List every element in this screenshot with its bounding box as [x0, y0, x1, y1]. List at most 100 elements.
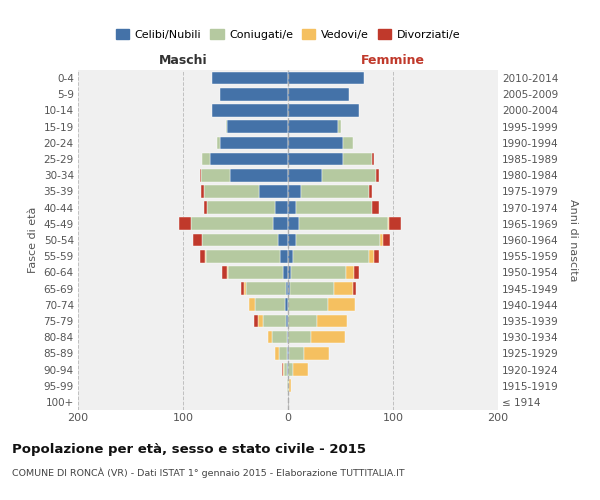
Bar — [376, 169, 379, 181]
Bar — [288, 298, 328, 311]
Bar — [288, 185, 301, 198]
Bar — [301, 185, 369, 198]
Bar — [179, 218, 191, 230]
Bar — [212, 72, 288, 85]
Bar — [230, 169, 288, 181]
Bar — [285, 298, 288, 311]
Bar — [263, 314, 286, 328]
Bar — [268, 331, 272, 344]
Bar — [288, 218, 299, 230]
Bar — [380, 234, 383, 246]
Bar — [228, 266, 283, 278]
Bar — [346, 266, 354, 278]
Bar — [207, 202, 275, 214]
Bar — [282, 363, 283, 376]
Bar — [369, 185, 372, 198]
Bar — [288, 104, 359, 117]
Bar — [343, 136, 353, 149]
Bar — [284, 363, 287, 376]
Bar — [288, 152, 343, 166]
Text: Popolazione per età, sesso e stato civile - 2015: Popolazione per età, sesso e stato civil… — [12, 442, 366, 456]
Bar — [311, 331, 345, 344]
Bar — [287, 380, 288, 392]
Bar — [206, 250, 280, 262]
Bar — [286, 314, 288, 328]
Bar — [201, 185, 204, 198]
Bar — [374, 250, 379, 262]
Bar — [217, 136, 220, 149]
Bar — [244, 282, 246, 295]
Bar — [202, 234, 277, 246]
Bar — [283, 363, 284, 376]
Bar — [210, 152, 288, 166]
Bar — [286, 282, 288, 295]
Bar — [257, 314, 263, 328]
Bar — [249, 298, 256, 311]
Bar — [191, 218, 274, 230]
Bar — [304, 347, 329, 360]
Text: COMUNE DI RONCÀ (VR) - Dati ISTAT 1° gennaio 2015 - Elaborazione TUTTITALIA.IT: COMUNE DI RONCÀ (VR) - Dati ISTAT 1° gen… — [12, 468, 404, 478]
Bar — [287, 331, 288, 344]
Bar — [293, 363, 308, 376]
Bar — [388, 218, 389, 230]
Bar — [372, 152, 374, 166]
Bar — [193, 234, 202, 246]
Bar — [288, 380, 289, 392]
Bar — [343, 152, 372, 166]
Bar — [278, 347, 287, 360]
Bar — [288, 363, 293, 376]
Bar — [246, 282, 286, 295]
Bar — [220, 136, 288, 149]
Bar — [287, 347, 288, 360]
Bar — [317, 314, 347, 328]
Bar — [227, 120, 288, 133]
Bar — [288, 72, 364, 85]
Bar — [201, 169, 230, 181]
Bar — [288, 250, 293, 262]
Bar — [299, 218, 388, 230]
Y-axis label: Anni di nascita: Anni di nascita — [568, 198, 578, 281]
Bar — [288, 202, 296, 214]
Bar — [289, 380, 291, 392]
Bar — [288, 136, 343, 149]
Bar — [256, 298, 285, 311]
Bar — [322, 169, 376, 181]
Bar — [354, 266, 359, 278]
Bar — [275, 347, 278, 360]
Y-axis label: Fasce di età: Fasce di età — [28, 207, 38, 273]
Bar — [288, 266, 291, 278]
Bar — [288, 234, 296, 246]
Bar — [259, 185, 288, 198]
Bar — [222, 266, 227, 278]
Bar — [290, 282, 334, 295]
Bar — [241, 282, 244, 295]
Bar — [291, 266, 346, 278]
Bar — [283, 266, 288, 278]
Bar — [328, 298, 355, 311]
Bar — [288, 314, 317, 328]
Bar — [296, 202, 372, 214]
Bar — [287, 363, 288, 376]
Bar — [280, 250, 288, 262]
Bar — [288, 331, 311, 344]
Bar — [372, 202, 379, 214]
Legend: Celibi/Nubili, Coniugati/e, Vedovi/e, Divorziati/e: Celibi/Nubili, Coniugati/e, Vedovi/e, Di… — [112, 24, 464, 44]
Bar — [202, 152, 210, 166]
Bar — [288, 282, 290, 295]
Bar — [205, 250, 206, 262]
Bar — [204, 202, 207, 214]
Bar — [296, 234, 380, 246]
Bar — [288, 88, 349, 101]
Bar — [275, 202, 288, 214]
Bar — [369, 250, 374, 262]
Bar — [220, 88, 288, 101]
Text: Maschi: Maschi — [158, 54, 208, 66]
Bar — [288, 169, 322, 181]
Bar — [254, 314, 257, 328]
Bar — [200, 169, 201, 181]
Bar — [334, 282, 353, 295]
Bar — [226, 120, 227, 133]
Bar — [274, 218, 288, 230]
Bar — [277, 234, 288, 246]
Bar — [227, 266, 228, 278]
